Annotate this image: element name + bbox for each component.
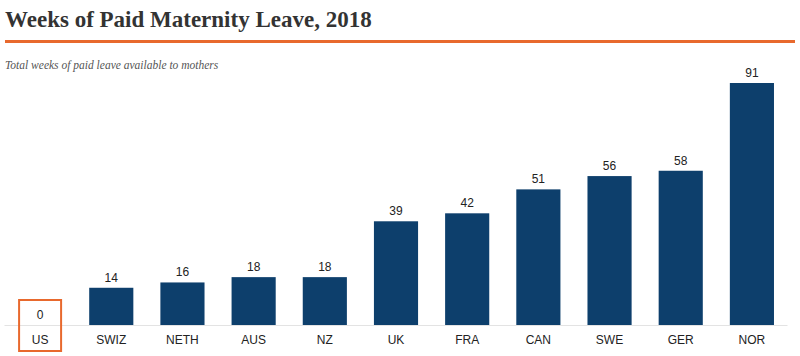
category-label: FRA (455, 333, 479, 347)
data-label: 56 (603, 159, 617, 173)
category-label: NOR (739, 333, 766, 347)
title: Weeks of Paid Maternity Leave, 2018 (5, 7, 372, 32)
data-label: 42 (461, 196, 475, 210)
bar (730, 83, 774, 325)
data-label: 39 (389, 204, 403, 218)
bar (516, 189, 560, 325)
data-label: 0 (37, 308, 44, 322)
data-label: 51 (532, 172, 546, 186)
category-label: SWE (596, 333, 623, 347)
category-label: NETH (166, 333, 199, 347)
category-label: GER (668, 333, 694, 347)
labels: 0 US 14 SWIZ 16 NETH 18 AUS 18 NZ 39 UK 42 FRA 51 CAN 56… (19, 66, 765, 351)
category-label: US (32, 333, 49, 347)
bar (659, 171, 703, 325)
bar (587, 176, 631, 325)
highlight-box (19, 300, 61, 351)
bar (303, 277, 347, 325)
data-label: 18 (247, 260, 261, 274)
bar (18, 325, 62, 326)
bar (374, 221, 418, 325)
bars (89, 83, 774, 325)
category-label: UK (388, 333, 405, 347)
bar (445, 213, 489, 325)
bar (160, 282, 204, 325)
data-label: 58 (674, 154, 688, 168)
category-label: AUS (241, 333, 266, 347)
data-label: 18 (318, 260, 332, 274)
data-label: 91 (745, 66, 759, 80)
subtitle: Total weeks of paid leave available to m… (5, 59, 219, 72)
bar (232, 277, 276, 325)
data-label: 14 (105, 271, 119, 285)
category-label: SWIZ (96, 333, 126, 347)
data-label: 16 (176, 265, 190, 279)
title-rule (5, 40, 795, 43)
bar (89, 288, 133, 325)
category-label: NZ (317, 333, 333, 347)
category-label: CAN (526, 333, 551, 347)
baseline (5, 325, 788, 326)
chart: Weeks of Paid Maternity Leave, 2018 Total… (0, 0, 800, 356)
